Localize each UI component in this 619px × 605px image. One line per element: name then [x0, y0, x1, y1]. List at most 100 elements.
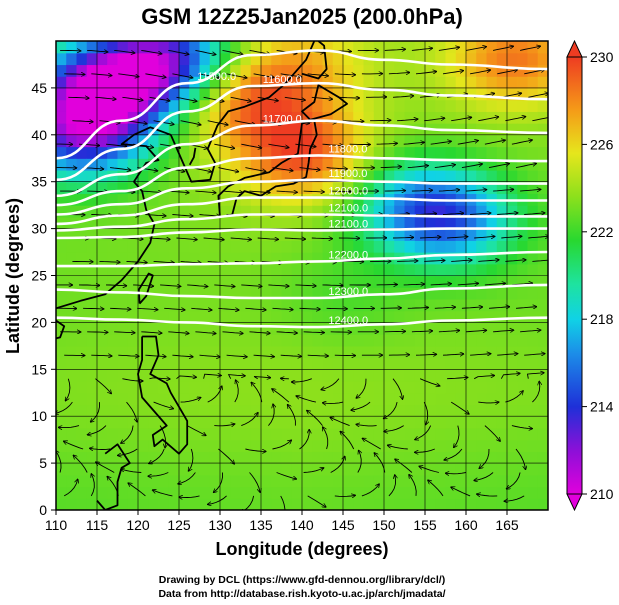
field-cell: [343, 134, 354, 148]
field-cell: [86, 486, 98, 499]
field-cell: [148, 52, 160, 66]
field-cell: [517, 76, 529, 89]
field-cell: [209, 381, 221, 394]
field-cell: [466, 298, 477, 312]
streamline: [90, 448, 111, 449]
field-cell: [86, 263, 98, 277]
field-cell: [189, 427, 201, 441]
field-cell: [404, 52, 416, 66]
field-cell: [425, 498, 436, 510]
field-cell: [363, 345, 375, 359]
field-cell: [168, 322, 180, 335]
field-cell: [138, 205, 149, 218]
field-cell: [373, 369, 385, 382]
field-cell: [363, 228, 375, 241]
streamline: [470, 354, 491, 356]
field-cell: [291, 252, 303, 265]
field-cell: [209, 134, 221, 148]
field-cell: [496, 263, 508, 277]
streamline: [214, 143, 234, 148]
field-cell: [322, 41, 334, 54]
field-cell: [56, 111, 67, 124]
field-cell: [138, 416, 149, 429]
field-cell: [384, 298, 395, 312]
field-cell: [537, 322, 548, 335]
field-cell: [86, 451, 98, 464]
field-cell: [127, 463, 139, 476]
streamline: [78, 285, 100, 286]
field-cell: [332, 381, 344, 394]
field-cell: [404, 427, 416, 441]
field-cell: [373, 240, 385, 253]
field-cell: [363, 41, 375, 54]
field-cell: [220, 64, 231, 77]
field-cell: [107, 76, 119, 89]
field-cell: [455, 146, 467, 159]
field-cell: [189, 123, 201, 136]
field-cell: [291, 334, 303, 347]
field-cell: [230, 287, 242, 300]
field-cell: [271, 146, 283, 159]
field-cell: [414, 486, 426, 499]
field-cell: [66, 498, 78, 510]
field-cell: [281, 205, 293, 218]
field-cell: [209, 52, 221, 66]
field-cell: [86, 228, 98, 241]
streamline: [488, 164, 509, 169]
field-cell: [107, 228, 119, 241]
field-cell: [66, 111, 78, 124]
field-cell: [332, 87, 344, 101]
field-cell: [414, 345, 426, 359]
field-cell: [168, 111, 180, 124]
field-cell: [189, 322, 201, 335]
field-cell: [332, 416, 344, 429]
field-cell: [117, 123, 129, 136]
field-cell: [332, 263, 344, 277]
field-cell: [435, 439, 447, 452]
field-cell: [425, 357, 436, 370]
field-cell: [189, 381, 201, 394]
field-cell: [322, 216, 334, 230]
field-cell: [220, 392, 231, 406]
field-cell: [435, 416, 447, 429]
field-cell: [404, 41, 416, 54]
field-cell: [496, 111, 508, 124]
field-cell: [353, 87, 365, 101]
field-cell: [496, 498, 508, 510]
field-cell: [425, 76, 436, 89]
field-cell: [322, 158, 334, 171]
field-cell: [209, 392, 221, 406]
streamline: [524, 213, 545, 215]
field-cell: [127, 216, 139, 230]
field-cell: [281, 345, 293, 359]
field-cell: [117, 334, 129, 347]
field-cell: [97, 41, 108, 54]
y-tick-label: 15: [31, 361, 47, 377]
field-cell: [404, 486, 416, 499]
field-cell: [435, 146, 447, 159]
field-cell: [394, 498, 406, 510]
field-cell: [209, 216, 221, 230]
field-cell: [414, 357, 426, 370]
field-cell: [240, 275, 252, 288]
field-cell: [476, 427, 488, 441]
field-cell: [250, 298, 262, 312]
streamline: [388, 475, 396, 497]
field-cell: [281, 451, 293, 464]
field-cell: [517, 228, 529, 241]
field-cell: [332, 158, 344, 171]
field-cell: [537, 416, 548, 429]
field-cell: [117, 392, 129, 406]
field-cell: [127, 134, 139, 148]
streamline: [430, 284, 452, 285]
field-cell: [394, 41, 406, 54]
field-cell: [394, 463, 406, 476]
field-cell: [343, 451, 354, 464]
field-cell: [527, 416, 539, 429]
field-cell: [220, 357, 231, 370]
field-cell: [312, 416, 324, 429]
field-cell: [507, 287, 518, 300]
field-cell: [414, 287, 426, 300]
field-cell: [179, 486, 190, 499]
streamline: [411, 190, 433, 191]
